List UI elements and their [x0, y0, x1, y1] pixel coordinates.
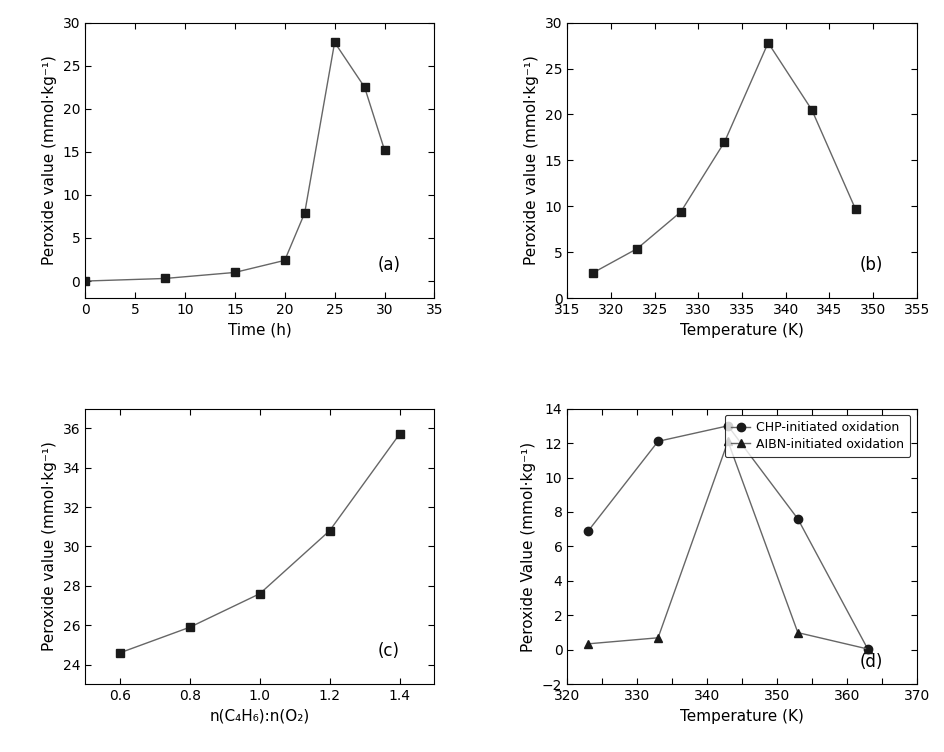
Y-axis label: Peroxide value (mmol·kg⁻¹): Peroxide value (mmol·kg⁻¹) [42, 56, 57, 265]
X-axis label: Temperature (K): Temperature (K) [680, 708, 803, 723]
Line: AIBN-initiated oxidation: AIBN-initiated oxidation [583, 437, 871, 653]
Y-axis label: Peroxide value (mmol·kg⁻¹): Peroxide value (mmol·kg⁻¹) [42, 441, 57, 651]
CHP-initiated oxidation [582, 526, 593, 535]
Y-axis label: Peroxide value (mmol·kg⁻¹): Peroxide value (mmol·kg⁻¹) [524, 56, 539, 265]
AIBN-initiated oxidation [861, 644, 872, 653]
CHP-initiated oxidation [791, 514, 802, 523]
Line: CHP-initiated oxidation: CHP-initiated oxidation [583, 422, 871, 653]
Text: (b): (b) [859, 256, 882, 274]
Legend: CHP-initiated oxidation, AIBN-initiated oxidation: CHP-initiated oxidation, AIBN-initiated … [724, 415, 909, 457]
AIBN-initiated oxidation [791, 628, 802, 637]
CHP-initiated oxidation [861, 644, 872, 653]
X-axis label: n(C₄H₆):n(O₂): n(C₄H₆):n(O₂) [210, 708, 310, 723]
Y-axis label: Peroxide Value (mmol·kg⁻¹): Peroxide Value (mmol·kg⁻¹) [521, 441, 536, 651]
Text: (c): (c) [378, 642, 399, 660]
X-axis label: Time (h): Time (h) [228, 323, 292, 338]
CHP-initiated oxidation [651, 437, 663, 446]
Text: (a): (a) [378, 256, 400, 274]
Text: (d): (d) [859, 653, 882, 672]
AIBN-initiated oxidation [651, 633, 663, 642]
CHP-initiated oxidation [721, 421, 733, 430]
AIBN-initiated oxidation [582, 639, 593, 648]
X-axis label: Temperature (K): Temperature (K) [680, 323, 803, 338]
AIBN-initiated oxidation [721, 437, 733, 446]
